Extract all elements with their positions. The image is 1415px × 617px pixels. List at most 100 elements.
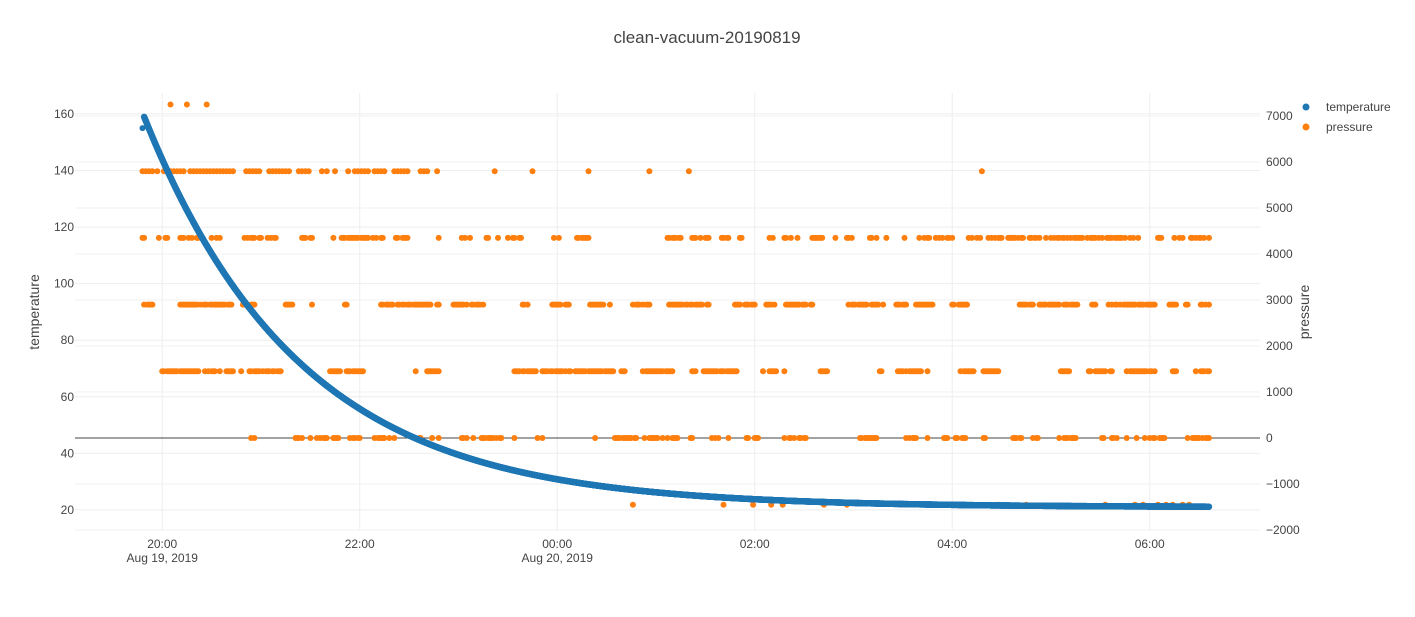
pressure-point xyxy=(1192,368,1199,375)
pressure-point xyxy=(412,368,419,375)
pressure-point xyxy=(944,435,951,441)
chart-title: clean-vacuum-20190819 xyxy=(613,28,800,47)
pressure-point xyxy=(373,234,380,241)
pressure-point xyxy=(1072,435,1079,441)
pressure-point xyxy=(1043,234,1049,241)
pressure-point xyxy=(386,435,393,441)
legend-item-temperature[interactable]: temperature xyxy=(1302,100,1392,114)
pressure-point xyxy=(629,501,636,508)
pressure-point xyxy=(873,435,880,441)
y2-axis-title: pressure xyxy=(1296,285,1312,340)
x-tick-label: 04:00 xyxy=(937,537,967,551)
x-tick-label: 22:00 xyxy=(345,537,375,551)
pressure-point xyxy=(230,168,236,175)
pressure-point xyxy=(435,368,442,375)
pressure-point xyxy=(781,368,788,375)
pressure-point xyxy=(309,234,315,241)
pressure-point xyxy=(802,301,809,308)
y2-tick-label: 4000 xyxy=(1266,247,1293,261)
pressure-point xyxy=(669,368,676,375)
legend-marker-temperature xyxy=(1302,103,1310,111)
pressure-point xyxy=(1206,301,1212,308)
pressure-point xyxy=(1092,301,1099,308)
pressure-point xyxy=(1122,234,1128,241)
pressure-point xyxy=(463,301,470,308)
legend[interactable]: temperature pressure xyxy=(1302,100,1392,134)
pressure-point xyxy=(791,435,798,441)
pressure-point xyxy=(180,234,187,241)
x-tick-sublabel: Aug 19, 2019 xyxy=(127,551,199,565)
pressure-point xyxy=(435,234,442,241)
pressure-point xyxy=(977,234,984,241)
pressure-point xyxy=(360,368,366,375)
pressure-point xyxy=(216,368,223,375)
pressure-point xyxy=(621,368,628,375)
pressure-point xyxy=(343,301,350,308)
pressure-point xyxy=(435,435,442,441)
pressure-point xyxy=(404,234,411,241)
pressure-point xyxy=(880,301,887,308)
pressure-point xyxy=(685,168,692,175)
pressure-point xyxy=(511,435,518,441)
pressure-point xyxy=(755,435,761,441)
pressure-point xyxy=(251,435,258,441)
pressure-point xyxy=(302,234,309,241)
pressure-point xyxy=(998,234,1005,241)
pressure-point xyxy=(203,101,210,108)
temperature-point xyxy=(139,125,146,132)
pressure-point xyxy=(1074,301,1081,308)
pressure-point xyxy=(929,301,936,308)
pressure-point xyxy=(969,234,975,241)
pressure-point xyxy=(733,368,740,375)
pressure-point xyxy=(1133,435,1140,441)
legend-label-pressure: pressure xyxy=(1326,120,1373,134)
pressure-point xyxy=(978,168,985,175)
pressure-point xyxy=(381,168,388,175)
pressure-point xyxy=(751,301,758,308)
pressure-point xyxy=(394,234,401,241)
pressure-point xyxy=(365,168,371,175)
y-tick-label: 160 xyxy=(54,107,74,121)
pressure-point xyxy=(964,301,970,308)
pressure-point xyxy=(720,501,727,508)
pressure-point xyxy=(771,301,778,308)
pressure-point xyxy=(1173,368,1180,375)
pressure-point xyxy=(824,368,831,375)
x-tick-sublabel: Aug 20, 2019 xyxy=(522,551,594,565)
y2-tick-label: −2000 xyxy=(1266,523,1300,537)
pressure-point xyxy=(664,435,671,441)
pressure-point xyxy=(1151,368,1158,375)
pressure-point xyxy=(982,435,989,441)
pressure-point xyxy=(435,301,442,308)
pressure-point xyxy=(462,234,469,241)
pressure-point xyxy=(404,168,411,175)
pressure-point xyxy=(1151,301,1158,308)
pressure-point xyxy=(534,435,541,441)
legend-item-pressure[interactable]: pressure xyxy=(1302,120,1374,134)
pressure-point xyxy=(641,435,648,441)
pressure-point xyxy=(1184,435,1191,441)
pressure-point xyxy=(725,234,732,241)
pressure-point xyxy=(787,234,794,241)
pressure-point xyxy=(183,101,190,108)
pressure-point xyxy=(365,234,371,241)
pressure-point xyxy=(738,234,745,241)
pressure-point xyxy=(1184,301,1191,308)
pressure-point xyxy=(1087,368,1094,375)
pressure-point xyxy=(154,168,161,175)
pressure-point xyxy=(962,435,969,441)
pressure-point xyxy=(524,301,531,308)
pressure-point xyxy=(1161,435,1168,441)
pressure-point xyxy=(970,368,977,375)
pressure-point xyxy=(875,301,882,308)
pressure-point xyxy=(141,234,148,241)
pressure-point xyxy=(809,301,816,308)
pressure-point xyxy=(705,234,712,241)
pressure-point xyxy=(335,435,342,441)
pressure-point xyxy=(467,234,473,241)
pressure-point xyxy=(1056,301,1063,308)
pressure-point xyxy=(1036,234,1043,241)
pressure-point xyxy=(949,234,956,241)
